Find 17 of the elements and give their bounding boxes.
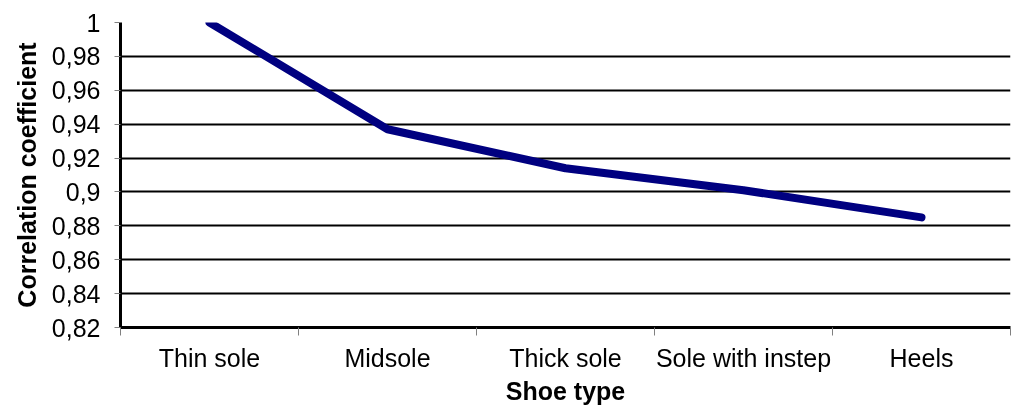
y-tick-label: 0,92 — [51, 144, 101, 173]
x-tick-label: Sole with instep — [655, 343, 832, 372]
x-tick-label: Heels — [889, 343, 954, 372]
y-axis-title: Correlation coefficient — [12, 41, 41, 308]
y-tick-label: 0,82 — [51, 313, 101, 342]
y-tick-label: 0,84 — [51, 279, 101, 308]
x-tick-label: Midsole — [344, 343, 431, 372]
y-tick-label: 0,98 — [51, 42, 101, 71]
y-tick-label: 0,9 — [65, 177, 101, 206]
y-tick-label: 0,86 — [51, 245, 101, 274]
x-tick-label: Thin sole — [158, 343, 261, 372]
y-tick-label: 0,88 — [51, 211, 101, 240]
x-tick-label: Thick sole — [509, 343, 622, 372]
y-tick-label: 0,96 — [51, 76, 101, 105]
y-tick-label: 0,94 — [51, 110, 101, 139]
x-axis-title: Shoe type — [505, 376, 626, 405]
y-tick-label: 1 — [86, 8, 101, 37]
